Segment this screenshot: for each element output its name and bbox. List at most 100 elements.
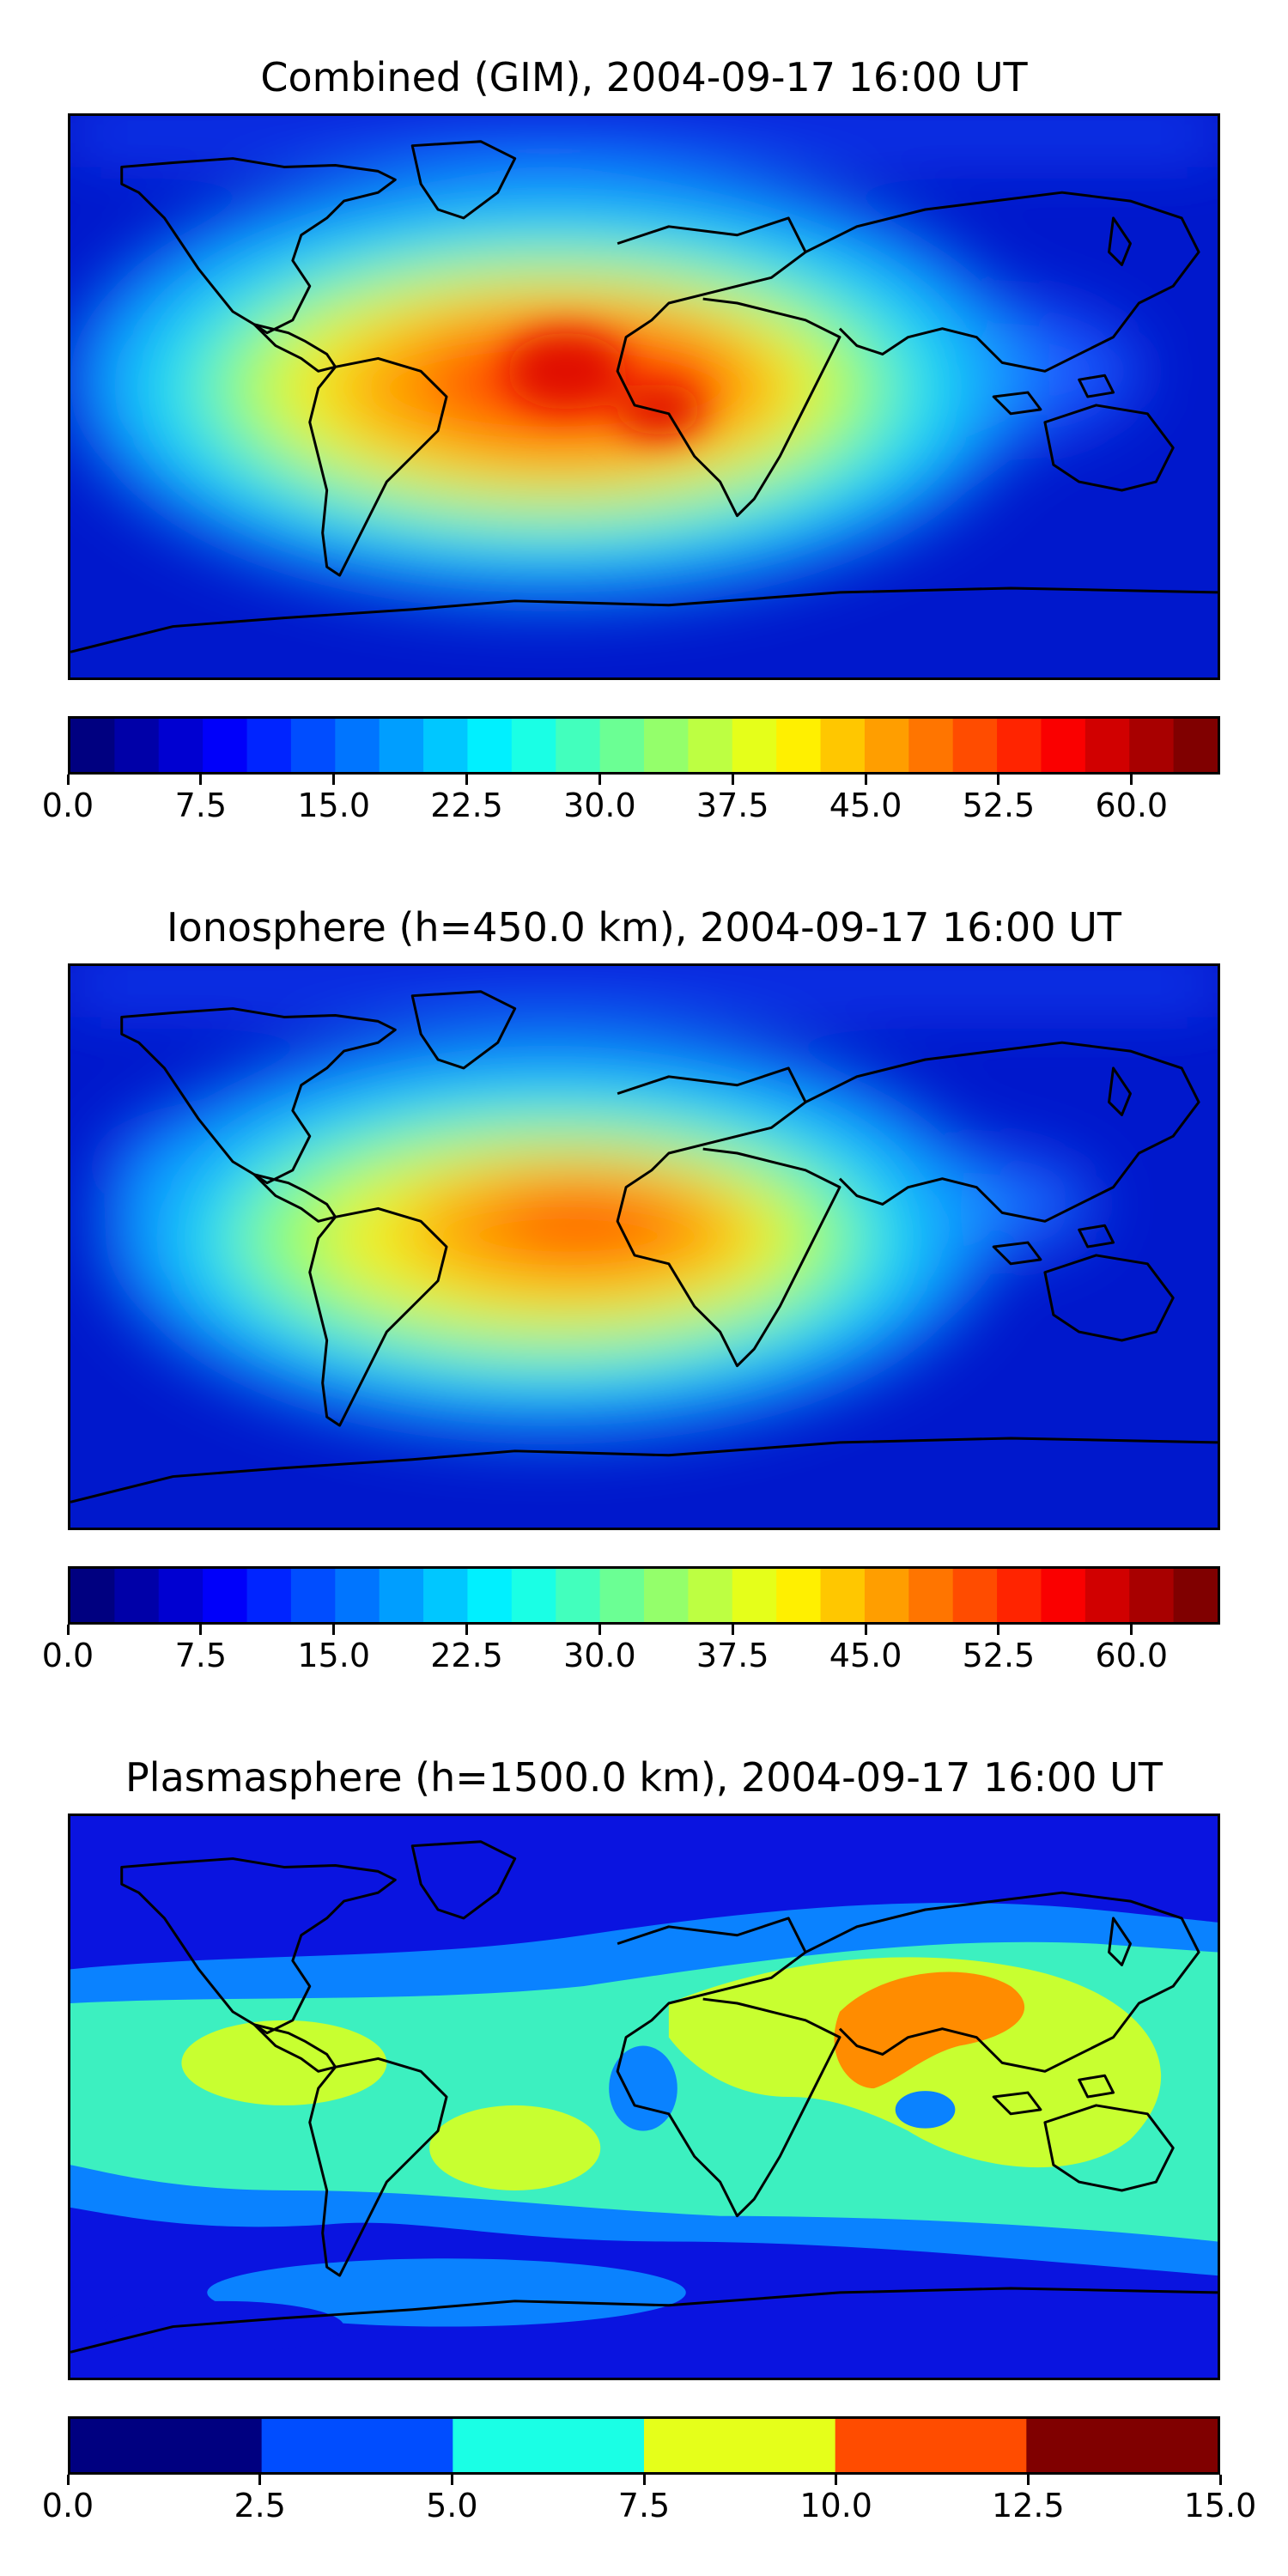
- colorbar-tick-label: 22.5: [430, 1637, 503, 1674]
- combined-colorbar-svg: [70, 719, 1218, 772]
- colorbar-tick: [66, 775, 70, 785]
- colorbar-tick-label: 22.5: [430, 787, 503, 824]
- colorbar-bin: [261, 2419, 453, 2472]
- colorbar-bin: [952, 719, 998, 772]
- colorbar-tick: [332, 1625, 336, 1635]
- colorbar-bin: [1173, 719, 1218, 772]
- colorbar-bin: [335, 1569, 380, 1622]
- colorbar-tick-label: 7.5: [174, 787, 228, 824]
- colorbar-tick: [835, 2475, 838, 2485]
- colorbar-bin: [114, 1569, 160, 1622]
- colorbar-bin: [908, 1569, 954, 1622]
- colorbar-bin: [599, 719, 645, 772]
- colorbar-tick-label: 37.5: [696, 787, 769, 824]
- colorbar-bin: [688, 1569, 733, 1622]
- colorbar-bin: [335, 719, 380, 772]
- ionosphere-map-svg: [70, 966, 1218, 1528]
- colorbar-bin: [952, 1569, 998, 1622]
- colorbar-bin: [423, 1569, 468, 1622]
- colorbar-tick: [332, 775, 336, 785]
- colorbar-bin: [467, 719, 513, 772]
- colorbar-tick-label: 30.0: [563, 1637, 636, 1674]
- colorbar-bin: [732, 1569, 777, 1622]
- colorbar-tick: [864, 775, 867, 785]
- colorbar-tick: [731, 775, 734, 785]
- colorbar-bin: [511, 1569, 556, 1622]
- colorbar-bin: [644, 1569, 689, 1622]
- colorbar-bin: [114, 719, 160, 772]
- colorbar-bin: [1084, 1569, 1130, 1622]
- colorbar-tick-label: 7.5: [617, 2487, 671, 2524]
- coastlines: [70, 140, 1218, 653]
- coastlines: [70, 1840, 1218, 2354]
- colorbar-bin: [290, 1569, 336, 1622]
- colorbar-bin: [732, 719, 777, 772]
- colorbar-bin: [820, 1569, 866, 1622]
- colorbar-bin: [158, 1569, 204, 1622]
- colorbar-bin: [1173, 1569, 1218, 1622]
- colorbar-bin: [70, 1569, 115, 1622]
- colorbar-tick: [199, 775, 203, 785]
- tec-field: [70, 1903, 1218, 2353]
- combined-colorbar: [68, 716, 1220, 775]
- colorbar-bin: [203, 1569, 248, 1622]
- ionosphere-colorbar: [68, 1566, 1220, 1625]
- colorbar-bin: [997, 719, 1042, 772]
- colorbar-tick-label: 37.5: [696, 1637, 769, 1674]
- plasmasphere-map: [68, 1814, 1220, 2380]
- colorbar-bin: [1129, 1569, 1175, 1622]
- colorbar-tick: [258, 2475, 262, 2485]
- colorbar-bin: [908, 719, 954, 772]
- colorbar-tick: [864, 1625, 867, 1635]
- colorbar-tick-label: 60.0: [1095, 1637, 1169, 1674]
- colorbar-tick-label: 15.0: [1183, 2487, 1257, 2524]
- colorbar-tick-label: 12.5: [992, 2487, 1065, 2524]
- colorbar-tick: [642, 2475, 646, 2485]
- combined-map-svg: [70, 116, 1218, 677]
- colorbar-tick: [1218, 2475, 1222, 2485]
- colorbar-bin: [997, 1569, 1042, 1622]
- colorbar-tick-label: 30.0: [563, 787, 636, 824]
- colorbar-tick-label: 52.5: [962, 787, 1036, 824]
- colorbar-tick: [997, 1625, 1000, 1635]
- colorbar-bin: [556, 719, 601, 772]
- colorbar-bin: [864, 719, 909, 772]
- colorbar-tick: [465, 775, 469, 785]
- colorbar-bin: [1041, 719, 1086, 772]
- colorbar-tick-label: 52.5: [962, 1637, 1036, 1674]
- colorbar-tick: [731, 1625, 734, 1635]
- colorbar-tick: [199, 1625, 203, 1635]
- colorbar-tick: [66, 2475, 70, 2485]
- panel-3-title: Plasmasphere (h=1500.0 km), 2004-09-17 1…: [125, 1754, 1163, 1801]
- colorbar-tick-label: 45.0: [829, 787, 902, 824]
- plasmasphere-map-svg: [70, 1816, 1218, 2378]
- combined-map: [68, 113, 1220, 680]
- colorbar-tick-label: 7.5: [174, 1637, 228, 1674]
- ionosphere-map: [68, 963, 1220, 1530]
- colorbar-tick: [1130, 1625, 1133, 1635]
- colorbar-bin: [246, 719, 292, 772]
- panel-1-title: Combined (GIM), 2004-09-17 16:00 UT: [260, 54, 1028, 100]
- colorbar-bin: [864, 1569, 909, 1622]
- colorbar-tick-label: 2.5: [234, 2487, 286, 2524]
- plasmasphere-colorbar-svg: [70, 2419, 1218, 2472]
- colorbar-bin: [467, 1569, 513, 1622]
- colorbar-tick: [450, 2475, 453, 2485]
- plasmasphere-colorbar: [68, 2416, 1220, 2475]
- colorbar-bin: [423, 719, 468, 772]
- colorbar-bin: [246, 1569, 292, 1622]
- colorbar-tick-label: 45.0: [829, 1637, 902, 1674]
- colorbar-bin: [1026, 2419, 1218, 2472]
- colorbar-bin: [453, 2419, 645, 2472]
- coastlines: [70, 990, 1218, 1504]
- colorbar-bin: [556, 1569, 601, 1622]
- colorbar-tick-label: 0.0: [41, 2487, 94, 2524]
- colorbar-bin: [379, 1569, 424, 1622]
- colorbar-tick: [1026, 2475, 1030, 2485]
- colorbar-tick-label: 10.0: [799, 2487, 872, 2524]
- colorbar-bin: [203, 719, 248, 772]
- colorbar-bin: [511, 719, 556, 772]
- colorbar-tick-label: 60.0: [1095, 787, 1169, 824]
- colorbar-bin: [70, 719, 115, 772]
- colorbar-bin: [1084, 719, 1130, 772]
